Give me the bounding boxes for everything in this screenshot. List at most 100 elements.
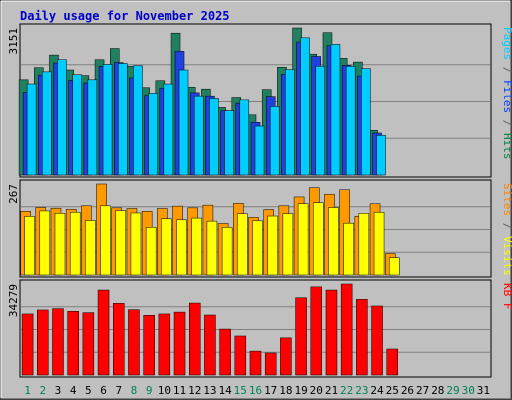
kbytes-ymax-label: 34279	[7, 284, 20, 317]
hits-bar	[345, 66, 356, 176]
kbytes-series-kb-f	[21, 283, 398, 376]
visits-bar	[85, 220, 96, 276]
visits-bar	[39, 210, 51, 276]
day-label: 24	[370, 384, 384, 397]
hits-bar	[148, 93, 158, 176]
visits-bar	[191, 217, 202, 276]
hits-bar	[57, 59, 67, 176]
hits-bar	[133, 65, 143, 176]
hits-bar	[102, 64, 113, 176]
day-label: 9	[146, 384, 153, 397]
day-label: 5	[85, 384, 92, 397]
day-label: 16	[249, 384, 262, 397]
day-label: 8	[131, 384, 138, 397]
kbytes-bar	[340, 283, 353, 376]
day-label: 14	[218, 384, 232, 397]
day-label: 22	[340, 384, 353, 397]
visits-bar	[343, 222, 354, 276]
kbytes-bar	[158, 313, 171, 376]
visits-bar	[54, 213, 66, 276]
hits-bar	[315, 66, 326, 176]
visits-bar	[252, 220, 263, 276]
visits-ymax-label: 267	[7, 184, 20, 204]
visits-bar	[237, 213, 248, 276]
kbytes-bar	[188, 302, 201, 376]
visits-bar	[267, 215, 278, 276]
hits-legend-label: Pages / Files / Hits	[501, 27, 512, 160]
visits-series-sites	[24, 202, 400, 276]
day-labels: 1 2 3 4 5 6 7 8 9 10 11 12 13 14 15 16 17 18 19 20 21 22 23 24 2…	[24, 384, 490, 397]
legend-part: Hits	[501, 133, 512, 160]
visits-bar	[297, 203, 309, 276]
day-label: 26	[401, 384, 414, 397]
day-label: 29	[446, 384, 459, 397]
visits-bar	[130, 212, 142, 276]
day-label: 31	[477, 384, 490, 397]
visits-bar	[282, 213, 294, 276]
chart-title: Daily usage for November 2025	[20, 9, 230, 23]
kbytes-bar	[234, 335, 247, 376]
hits-bar	[376, 135, 386, 176]
day-label: 6	[100, 384, 107, 397]
day-label: 18	[279, 384, 292, 397]
legend-part: Visits	[501, 236, 512, 276]
kbytes-bar	[356, 299, 368, 376]
chart-panels: 3151 Pages / Files / Hits 267 Sites / Visit…	[7, 23, 512, 378]
hits-bar	[118, 63, 128, 176]
kbytes-bar	[204, 314, 216, 376]
hits-ymax-label: 3151	[7, 28, 20, 55]
hits-bar	[239, 99, 250, 176]
hits-bar	[285, 69, 295, 176]
day-label: 28	[431, 384, 444, 397]
visits-bar	[313, 202, 324, 276]
hits-bar	[209, 98, 219, 176]
visits-panel: 267 Sites / Visits	[7, 179, 512, 278]
hits-bar	[163, 83, 174, 176]
legend-part: KB F	[501, 283, 512, 310]
legend-part: /	[501, 113, 512, 133]
visits-bar	[115, 210, 127, 276]
kbytes-bar	[295, 297, 307, 376]
visits-bar	[100, 205, 111, 276]
kbytes-bar	[280, 337, 292, 376]
kbytes-panel: 34279 KB F	[7, 279, 512, 378]
visits-bar	[373, 212, 385, 276]
visits-bar	[358, 213, 370, 276]
kbytes-bar	[67, 311, 79, 376]
kbytes-bar	[52, 308, 64, 376]
kbytes-bar	[143, 315, 155, 376]
hits-bar	[269, 106, 280, 176]
hits-bar	[72, 74, 82, 176]
visits-legend-label: Sites / Visits	[501, 183, 512, 276]
visits-bar	[328, 207, 339, 276]
day-label: 20	[310, 384, 323, 397]
hits-bar	[193, 95, 204, 176]
visits-bar	[176, 219, 187, 276]
visits-bar	[24, 216, 35, 276]
hits-bar	[224, 110, 234, 176]
day-label: 15	[234, 384, 247, 397]
visits-bar	[145, 227, 157, 276]
kbytes-bar	[97, 289, 110, 376]
day-label: 27	[416, 384, 429, 397]
legend-part: Sites	[501, 183, 512, 216]
hits-bar	[254, 125, 265, 176]
kbytes-bar	[128, 309, 140, 376]
kbytes-bar	[37, 309, 49, 376]
kbytes-bar	[371, 305, 383, 376]
day-label: 30	[462, 384, 475, 397]
visits-bar	[221, 227, 233, 276]
legend-part: /	[501, 216, 512, 236]
day-label: 12	[188, 384, 201, 397]
legend-part: Pages	[501, 27, 512, 60]
kbytes-bar	[21, 313, 34, 376]
day-label: 2	[39, 384, 46, 397]
day-label: 7	[115, 384, 122, 397]
day-label: 21	[325, 384, 338, 397]
hits-bar	[26, 83, 37, 176]
day-label: 23	[355, 384, 368, 397]
hits-bar	[300, 37, 310, 176]
day-label: 25	[386, 384, 399, 397]
day-label: 13	[203, 384, 216, 397]
